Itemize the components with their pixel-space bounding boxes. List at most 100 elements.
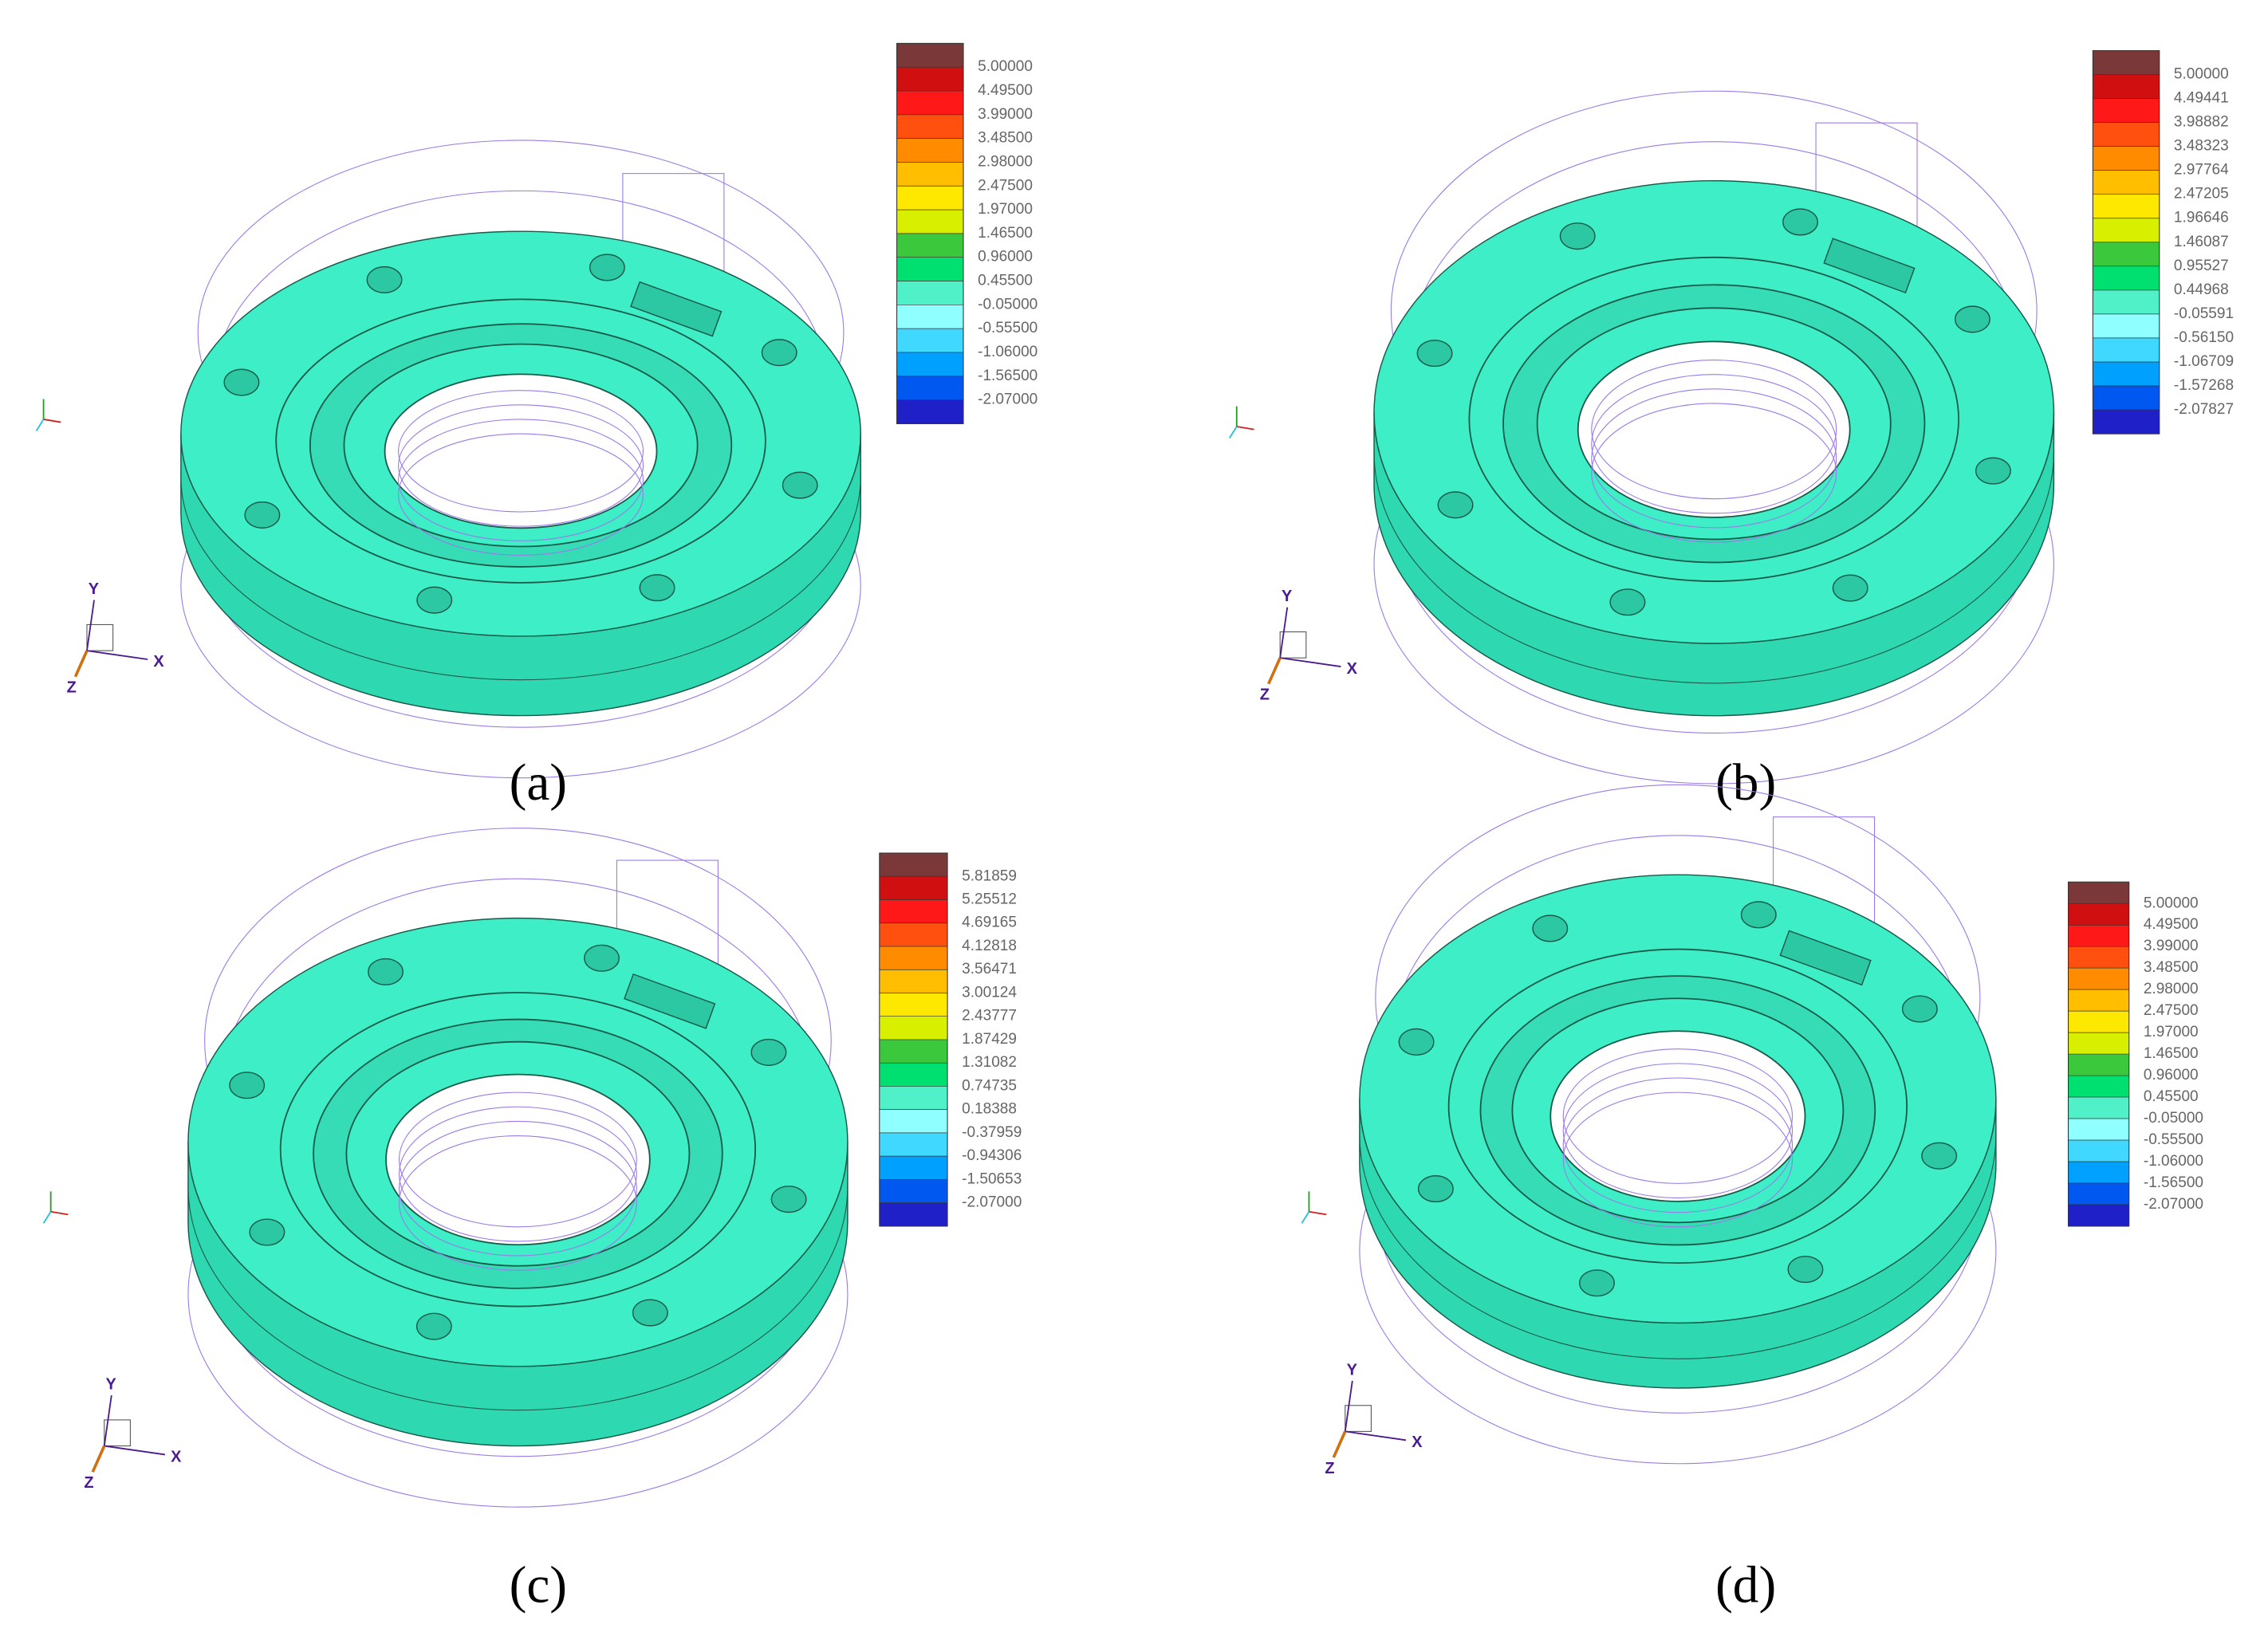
legend-label: 2.98000 [2144, 981, 2199, 997]
panel: 5.81859 5.25512 4.69165 4.12818 3.56471 3.001… [42, 828, 1022, 1614]
bolt-hole [1579, 1269, 1615, 1297]
legend-label: -1.57268 [2174, 377, 2234, 394]
legend-band [2093, 337, 2160, 363]
legend-band [2093, 218, 2160, 243]
wireframe [1591, 403, 1837, 543]
caption: (a) [510, 754, 567, 812]
axis-label: Z [1260, 686, 1270, 704]
bolt-hole [1787, 1256, 1824, 1284]
wireframe [398, 433, 644, 556]
legend-label: 2.97764 [2174, 162, 2229, 179]
legend-label: -2.07000 [978, 391, 1038, 408]
bolt-hole [750, 1038, 787, 1066]
legend-label: 5.00000 [2174, 66, 2229, 83]
bore [1549, 1030, 1806, 1202]
bolt-hole [1901, 995, 1938, 1023]
wireframe [399, 1135, 637, 1271]
axis-label: X [1347, 660, 1358, 678]
bolt-hole [1954, 305, 1990, 333]
legend-label: 0.96000 [2144, 1067, 2199, 1084]
legend-band [879, 1179, 948, 1204]
pocket [1779, 930, 1872, 986]
axis-y [103, 1394, 112, 1446]
legend-band [879, 946, 948, 970]
legend-label: 3.48500 [2144, 959, 2199, 976]
legend-label: 3.99000 [978, 106, 1033, 123]
legend-label: 4.49500 [2144, 916, 2199, 933]
legend-band [879, 1063, 948, 1087]
bolt-hole [1437, 491, 1474, 519]
legend-label: 2.98000 [978, 153, 1033, 170]
legend-band [2068, 1161, 2129, 1184]
wireframe [399, 1106, 637, 1242]
legend-label: 0.45500 [2144, 1088, 2199, 1105]
axis-label: Y [1282, 588, 1292, 605]
legend-band [879, 922, 948, 947]
legend-band [2093, 313, 2160, 339]
legend-label: 2.47500 [978, 177, 1033, 194]
legend-band [2093, 74, 2160, 100]
wireframe [398, 419, 644, 541]
bolt-hole [1740, 901, 1777, 929]
legend-label: 0.44968 [2174, 281, 2229, 298]
bolt-hole [368, 958, 404, 985]
legend-band [896, 305, 964, 329]
legend-band [2093, 146, 2160, 171]
legend-band [896, 352, 964, 377]
legend-band [2068, 1139, 2129, 1162]
legend-label: 1.31082 [962, 1054, 1017, 1071]
legend-label: 2.43777 [962, 1008, 1017, 1025]
legend-band [896, 43, 964, 68]
axis-x [104, 1445, 166, 1456]
legend-label: 1.46500 [2144, 1045, 2199, 1062]
legend-band [896, 138, 964, 163]
wireframe [1562, 1091, 1794, 1228]
bolt-hole [1398, 1028, 1435, 1056]
axis-cube [104, 1419, 131, 1447]
legend-band [896, 186, 964, 210]
bolt-hole [229, 1072, 266, 1099]
legend-label: 2.47205 [2174, 186, 2229, 203]
part-edge [1359, 1135, 1997, 1359]
legend-band [879, 899, 948, 924]
legend-band [2068, 925, 2129, 947]
triad [35, 419, 45, 431]
legend-label: 0.96000 [978, 249, 1033, 265]
wireframe [1591, 388, 1837, 529]
bolt-hole [782, 471, 818, 499]
legend-label: 1.46087 [2174, 234, 2229, 250]
legend-label: -1.06000 [978, 344, 1038, 360]
legend-band [879, 852, 948, 877]
wireframe [399, 1120, 637, 1257]
legend-label: -1.56500 [2144, 1174, 2203, 1191]
wireframe [1591, 374, 1837, 514]
bolt-hole [416, 586, 453, 614]
legend-band [896, 114, 964, 140]
panel: 5.00000 4.49500 3.99000 3.48500 2.98000 2.475… [35, 42, 1038, 812]
triad [1236, 426, 1254, 431]
legend-band [896, 399, 964, 424]
bolt-hole [366, 265, 403, 293]
axis-x [1345, 1430, 1407, 1441]
legend-label: -2.07000 [2144, 1196, 2203, 1213]
legend-label: 1.97000 [2144, 1024, 2199, 1040]
legend-band [2093, 265, 2160, 291]
legend-label: -2.07827 [2174, 401, 2234, 418]
bolt-hole [589, 254, 625, 281]
axis-label: Z [84, 1474, 93, 1492]
legend-label: -0.56150 [2174, 329, 2234, 346]
axis-label: X [153, 653, 164, 671]
axis-label: X [1412, 1434, 1423, 1451]
axis-z [73, 650, 89, 678]
legend-label: 0.18388 [962, 1101, 1017, 1118]
triad [50, 1210, 69, 1216]
part-edge [180, 477, 861, 681]
caption: (b) [1715, 754, 1776, 812]
bore [384, 373, 658, 529]
legend-label: 5.81859 [962, 867, 1017, 884]
legend-band [2068, 1204, 2129, 1227]
legend-band [2068, 946, 2129, 969]
axis-label: Y [89, 580, 99, 598]
legend-band [2093, 361, 2160, 387]
legend-band [879, 1039, 948, 1064]
